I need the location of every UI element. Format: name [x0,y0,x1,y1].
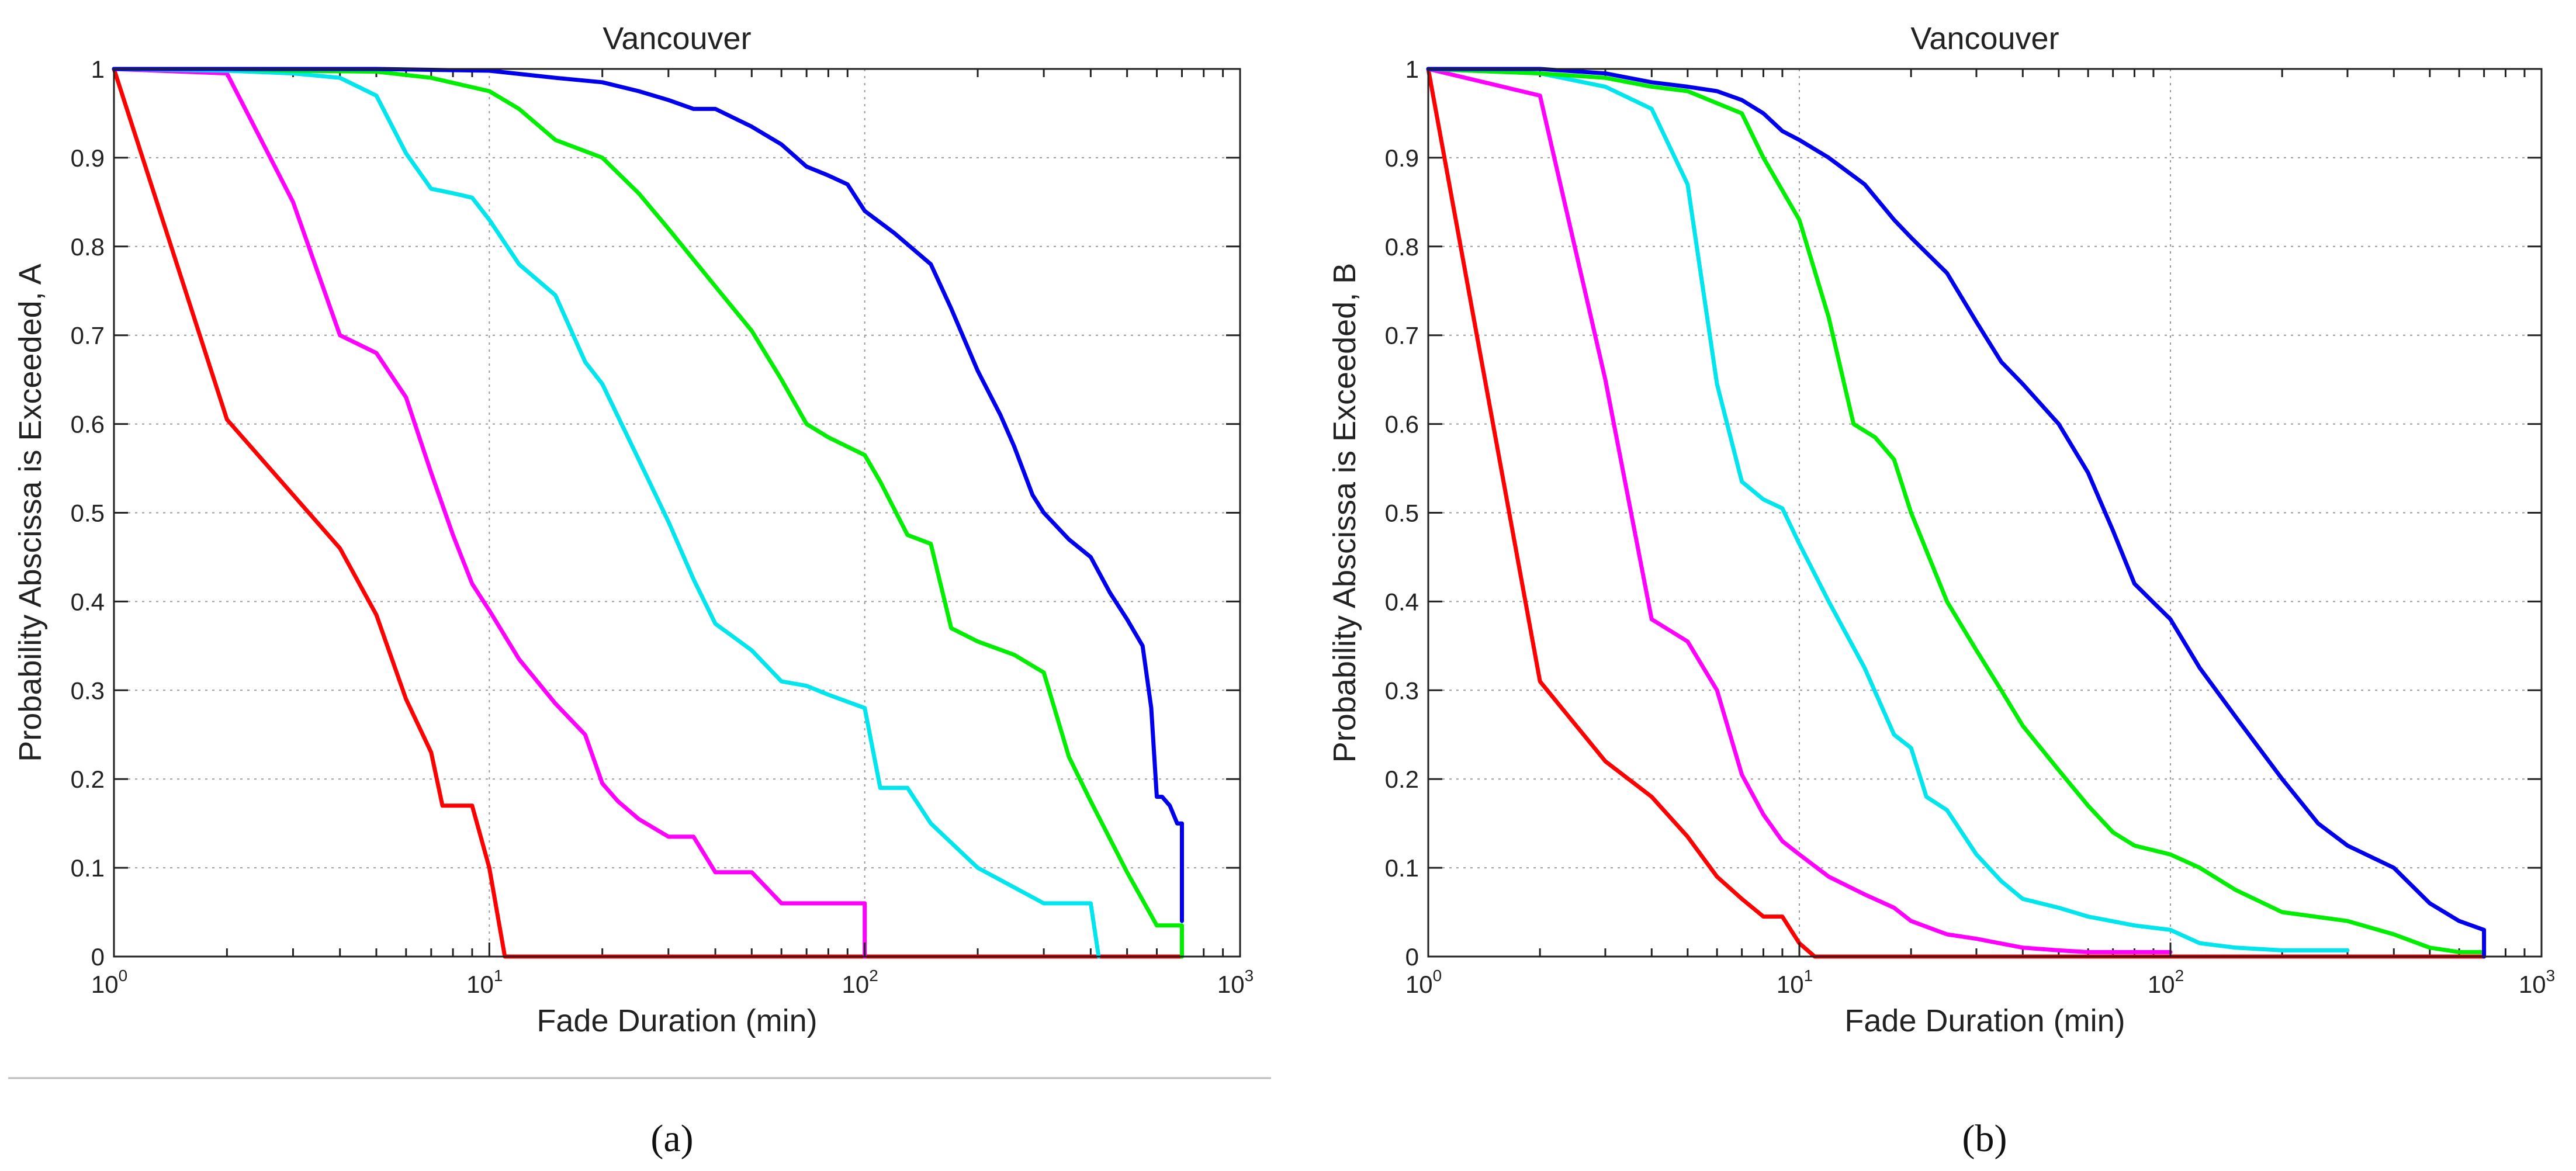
x-axis-label: Fade Duration (min) [536,1003,817,1038]
y-tick-label: 1 [91,56,105,83]
y-tick-label: 0 [1405,943,1419,971]
x-tick-label: 101 [466,966,503,998]
y-tick-label: 0.1 [1385,854,1419,882]
series-line-magenta [112,67,867,959]
x-tick-exponent: 3 [1245,966,1254,985]
series-line-green [1426,67,2487,954]
x-tick-base: 10 [842,971,870,998]
x-tick-base: 10 [466,971,494,998]
chart-panel-a: 100 101 102 10300.10.20.30.40.50.60.70.80.9… [13,21,1254,1160]
chart-title: Vancouver [603,21,751,56]
x-tick-exponent: 1 [494,966,503,985]
y-tick-label: 0.6 [1385,411,1419,438]
x-tick-exponent: 0 [119,966,128,985]
x-tick-exponent: 3 [2546,966,2556,985]
y-tick-label: 0.5 [71,500,105,527]
x-tick-label: 100 [91,966,127,998]
plot-area [1427,68,2543,958]
y-tick-label: 0.3 [71,677,105,704]
series-line-green [112,67,1184,959]
y-axis-label: Probability Abscissa is Exceeded, A [13,264,48,761]
x-tick-label: 100 [1405,966,1442,998]
series-line-blue [1426,67,2487,959]
series-line-red [112,67,1184,959]
x-tick-exponent: 0 [1433,966,1442,985]
y-tick-label: 0 [91,943,105,971]
x-tick-label: 103 [2519,966,2555,998]
x-tick-label: 103 [1217,966,1254,998]
x-tick-base: 10 [1405,971,1433,998]
y-tick-label: 0.8 [1385,233,1419,261]
x-tick-exponent: 2 [869,966,878,985]
series-line-cyan [1426,67,2350,952]
series-line-blue [112,67,1184,923]
y-tick-label: 0.9 [1385,144,1419,172]
x-axis-label: Fade Duration (min) [1844,1003,2125,1038]
x-tick-base: 10 [91,971,119,998]
series-line-red [1426,67,2487,959]
chart-title: Vancouver [1910,21,2059,56]
y-tick-label: 0.2 [71,765,105,793]
y-tick-label: 0.4 [71,588,105,615]
y-tick-label: 0.3 [1385,677,1419,704]
x-tick-exponent: 1 [1804,966,1813,985]
x-tick-label: 102 [2148,966,2184,998]
panel-label: (b) [1962,1117,2007,1160]
x-tick-base: 10 [2519,971,2546,998]
series-line-magenta [1426,67,2173,954]
y-tick-label: 0.1 [71,854,105,882]
y-tick-label: 0.4 [1385,588,1419,615]
y-tick-label: 0.6 [71,411,105,438]
y-tick-label: 1 [1405,56,1419,83]
y-tick-label: 0.9 [71,144,105,172]
y-axis-label: Probability Abscissa is Exceeded, B [1327,263,1362,763]
x-tick-label: 101 [1777,966,1813,998]
x-tick-base: 10 [1777,971,1804,998]
y-tick-label: 0.7 [1385,322,1419,349]
y-tick-label: 0.5 [1385,500,1419,527]
x-tick-exponent: 2 [2175,966,2184,985]
y-tick-label: 0.2 [1385,765,1419,793]
series-line-cyan [112,67,1101,959]
y-tick-label: 0.7 [71,322,105,349]
x-tick-label: 102 [842,966,878,998]
x-tick-base: 10 [2148,971,2175,998]
x-tick-base: 10 [1217,971,1245,998]
panel-label: (a) [650,1117,693,1160]
chart-panel-b: 100 101 102 10300.10.20.30.40.50.60.70.80.9… [1327,21,2555,1160]
y-tick-label: 0.8 [71,233,105,261]
